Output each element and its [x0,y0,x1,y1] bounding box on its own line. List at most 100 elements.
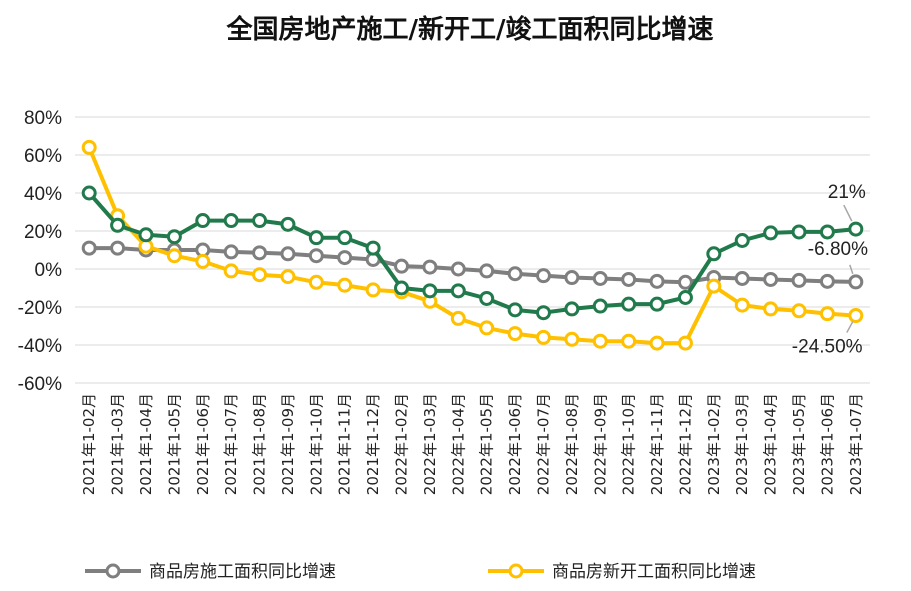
legend: 商品房施工面积同比增速 商品房新开工面积同比增速 [85,562,756,582]
data-point [621,296,637,312]
data-point [81,139,97,155]
data-point [450,261,466,277]
x-tick-label: 2022年1-02月 [393,393,411,495]
data-point [337,250,353,266]
x-tick-label: 2022年1-03月 [421,393,439,495]
data-point [166,229,182,245]
data-point [337,230,353,246]
data-point [564,331,580,347]
data-point [649,273,665,289]
data-point [734,271,750,286]
x-axis: 2021年1-02月 2021年1-03月 2021年1-04月 2021年1-05月… [80,393,865,495]
annotation-leader [849,264,854,275]
data-point [848,308,864,324]
data-point [479,263,495,279]
data-point [621,333,637,349]
legend-item: 商品房新开工面积同比增速 [488,562,756,582]
x-tick-label: 2023年1-06月 [818,393,836,495]
data-point [535,268,551,284]
data-point [507,302,523,318]
data-point [81,185,97,201]
data-point [450,310,466,326]
x-tick-label: 2021年1-05月 [165,393,183,495]
data-point [223,263,239,279]
data-point [479,290,495,306]
series-line [87,191,856,315]
data-point [848,221,864,237]
legend-item: 商品房施工面积同比增速 [85,562,336,582]
y-tick-label: 40% [24,184,62,205]
data-point [791,303,807,319]
data-point [223,244,239,260]
x-tick-label: 2022年1-09月 [591,393,609,495]
data-point [592,271,608,286]
x-tick-label: 2022年1-05月 [478,393,496,495]
data-point [819,273,835,289]
x-tick-label: 2021年1-08月 [251,393,269,495]
annotation-label: -24.50% [792,337,863,358]
annotation-leader [846,321,854,333]
data-point [819,224,835,240]
data-point [763,225,779,241]
series-1 [81,139,864,351]
data-point [308,230,324,246]
data-point [110,240,126,256]
data-point [649,296,665,312]
annotation-label: -6.80% [808,239,868,260]
x-tick-label: 2023年1-04月 [762,393,780,495]
series-line [87,146,856,346]
data-point [280,216,296,232]
annotation-leader [843,204,853,222]
data-point [337,277,353,293]
data-point [195,213,211,229]
data-point [308,248,324,264]
legend-swatch-marker [508,563,524,579]
x-tick-label: 2023年1-02月 [705,393,723,495]
data-point [535,329,551,345]
legend-label: 商品房新开工面积同比增速 [552,562,756,582]
data-point [734,233,750,248]
data-point [791,224,807,240]
data-point [252,267,268,283]
x-tick-label: 2021年1-09月 [279,393,297,495]
data-point [763,271,779,287]
data-point [507,326,523,342]
x-tick-label: 2023年1-05月 [790,393,808,495]
data-point [706,278,722,294]
data-point [677,290,693,305]
y-tick-label: 80% [24,108,62,129]
data-point [649,335,665,351]
data-point [195,253,211,269]
y-tick-label: -40% [18,336,62,357]
data-point [308,274,324,290]
legend-label: 商品房施工面积同比增速 [149,562,336,582]
x-tick-label: 2022年1-12月 [676,393,694,495]
x-tick-label: 2021年1-03月 [109,393,127,495]
x-tick-label: 2022年1-10月 [620,393,638,495]
data-point [592,333,608,349]
data-point [365,282,381,298]
x-tick-label: 2021年1-02月 [80,393,98,495]
data-point [252,213,268,229]
data-point [819,306,835,322]
data-point [166,248,182,264]
data-point [252,245,268,261]
data-point [394,258,410,274]
data-point [535,305,551,321]
x-tick-label: 2022年1-08月 [563,393,581,495]
x-tick-label: 2021年1-04月 [137,393,155,495]
x-tick-label: 2023年1-03月 [733,393,751,495]
data-point [621,271,637,287]
data-point [479,320,495,336]
data-point [677,274,693,290]
data-point [110,217,126,233]
x-tick-label: 2021年1-07月 [222,393,240,495]
annotation-label: 21% [828,182,866,203]
series-group [81,139,864,351]
data-point [592,298,608,314]
data-point [280,269,296,285]
data-point [848,274,864,290]
data-point [422,259,438,275]
x-tick-label: 2021年1-12月 [364,393,382,495]
